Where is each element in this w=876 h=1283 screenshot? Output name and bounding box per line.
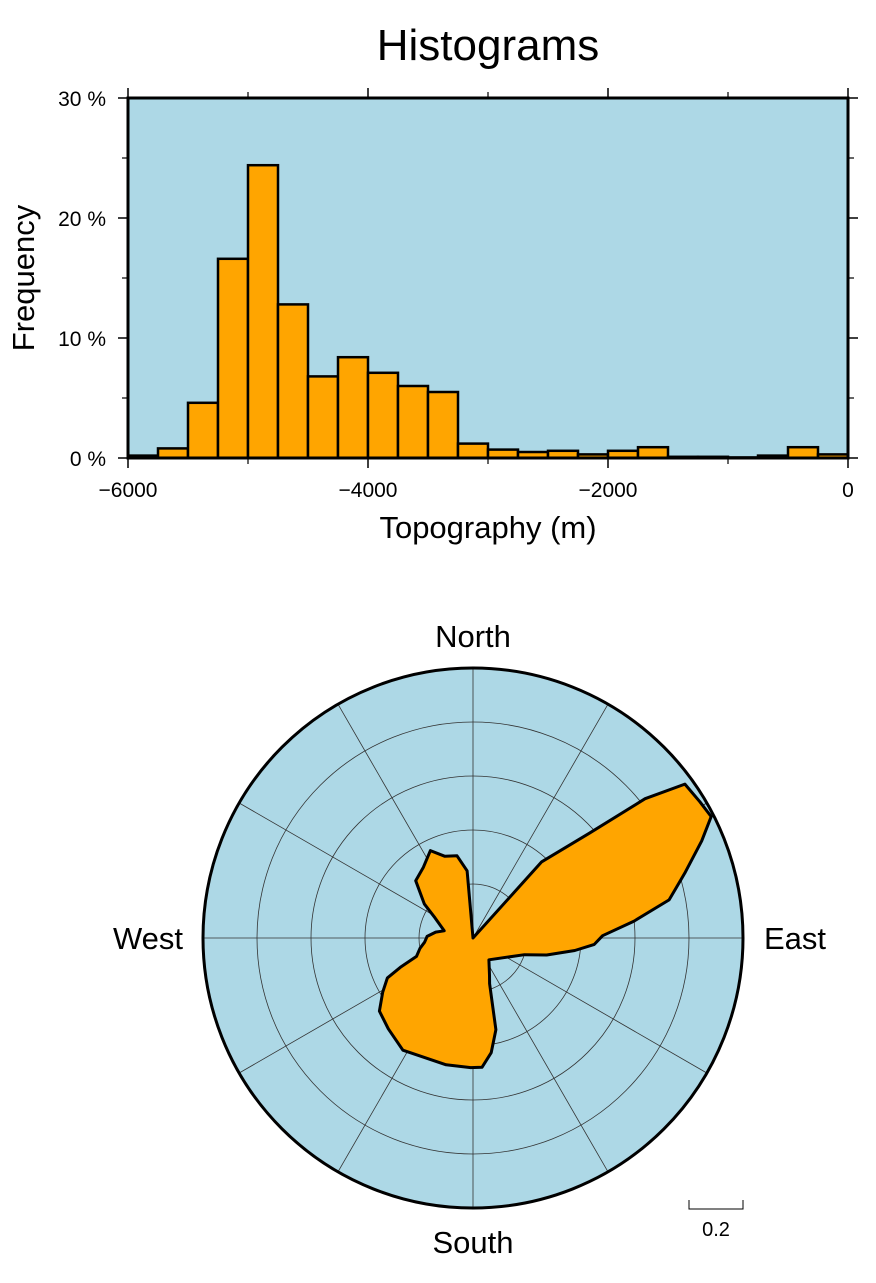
histogram-axes: −6000 −4000 −2000 0 0 % 10 % 20 % 30 % — [58, 88, 858, 502]
y-tick-label: 30 % — [58, 88, 106, 111]
direction-label-north: North — [435, 619, 511, 654]
rose-spoke — [472, 703, 609, 939]
y-tick-label: 20 % — [58, 208, 106, 231]
rose-spoke — [472, 937, 609, 1173]
histogram-bar — [336, 355, 370, 460]
rose-outline — [377, 782, 713, 1070]
rose-spoke — [472, 937, 708, 1074]
histogram-bar — [426, 390, 460, 460]
histogram-bar — [186, 401, 220, 460]
direction-label-west: West — [113, 921, 183, 956]
histogram-bar — [306, 375, 340, 460]
histogram-bar — [366, 371, 400, 460]
histogram-bar — [786, 445, 820, 460]
x-tick-label: 0 — [842, 479, 854, 502]
chart-title: Histograms — [377, 21, 600, 70]
y-axis-label: Frequency — [6, 204, 41, 351]
histogram-bar — [216, 257, 250, 460]
scale-bar-label: 0.2 — [702, 1219, 730, 1241]
x-axis-label: Topography (m) — [379, 510, 596, 545]
rose-diagram: North South West East 0.2 — [113, 619, 826, 1260]
histogram-bar — [246, 163, 280, 460]
histogram-bar — [456, 442, 490, 460]
direction-label-east: East — [764, 921, 826, 956]
histogram-chart: Histograms −6000 −4000 −2000 0 0 % 10 % 20 % 30… — [6, 21, 858, 545]
scale-bar — [688, 1200, 744, 1210]
y-tick-label: 0 % — [70, 448, 106, 471]
rose-frame — [201, 666, 745, 1210]
x-tick-label: −4000 — [339, 479, 398, 502]
x-tick-label: −2000 — [579, 479, 638, 502]
x-tick-label: −6000 — [99, 479, 158, 502]
histogram-bar — [396, 384, 430, 460]
direction-label-south: South — [432, 1225, 513, 1260]
histogram-bar — [636, 445, 670, 460]
y-tick-label: 10 % — [58, 328, 106, 351]
histogram-bars — [126, 163, 850, 460]
histogram-bar — [276, 303, 310, 460]
